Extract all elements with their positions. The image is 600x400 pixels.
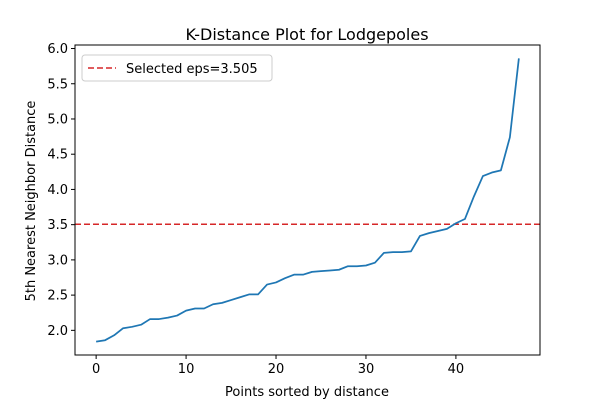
y-tick-label-0: 2.0 — [47, 324, 68, 339]
x-tick-label-20: 20 — [268, 362, 285, 377]
legend-box — [81, 54, 273, 82]
y-tick-label-4: 4.0 — [47, 183, 68, 198]
axes-frame — [74, 44, 541, 356]
y-axis-label: 5th Nearest Neighbor Distance — [24, 101, 39, 302]
y-tick-label-2: 3.0 — [47, 253, 68, 268]
y-tick-label-5: 4.5 — [47, 148, 68, 163]
y-tick-label-8: 6.0 — [47, 42, 68, 57]
plot-area: 0 10 20 30 40 2.0 2.5 3.0 3.5 4.0 4.5 5.0 5.5 6.0 — [47, 42, 541, 377]
x-axis-label: Points sorted by distance — [225, 385, 389, 400]
legend-label-eps: Selected eps=3.505 — [126, 62, 258, 77]
x-tick-label-0: 0 — [92, 362, 100, 377]
x-tick-label-40: 40 — [448, 362, 465, 377]
y-tick-label-3: 3.5 — [47, 218, 68, 233]
y-tick-label-1: 2.5 — [47, 289, 68, 304]
y-tick-label-7: 5.5 — [47, 77, 68, 92]
legend: Selected eps=3.505 — [81, 54, 273, 82]
x-tick-label-30: 30 — [358, 362, 375, 377]
y-tick-label-6: 5.0 — [47, 112, 68, 127]
series-line-0 — [96, 58, 520, 343]
x-tick-label-10: 10 — [178, 362, 195, 377]
chart-title: K-Distance Plot for Lodgepoles — [185, 25, 428, 44]
